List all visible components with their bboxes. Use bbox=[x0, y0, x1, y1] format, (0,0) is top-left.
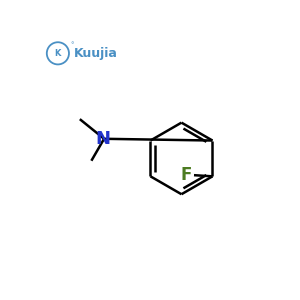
Text: K: K bbox=[55, 49, 61, 58]
Text: F: F bbox=[181, 166, 192, 184]
Text: °: ° bbox=[70, 42, 74, 48]
Text: Kuujia: Kuujia bbox=[74, 47, 118, 60]
Text: N: N bbox=[95, 130, 110, 148]
